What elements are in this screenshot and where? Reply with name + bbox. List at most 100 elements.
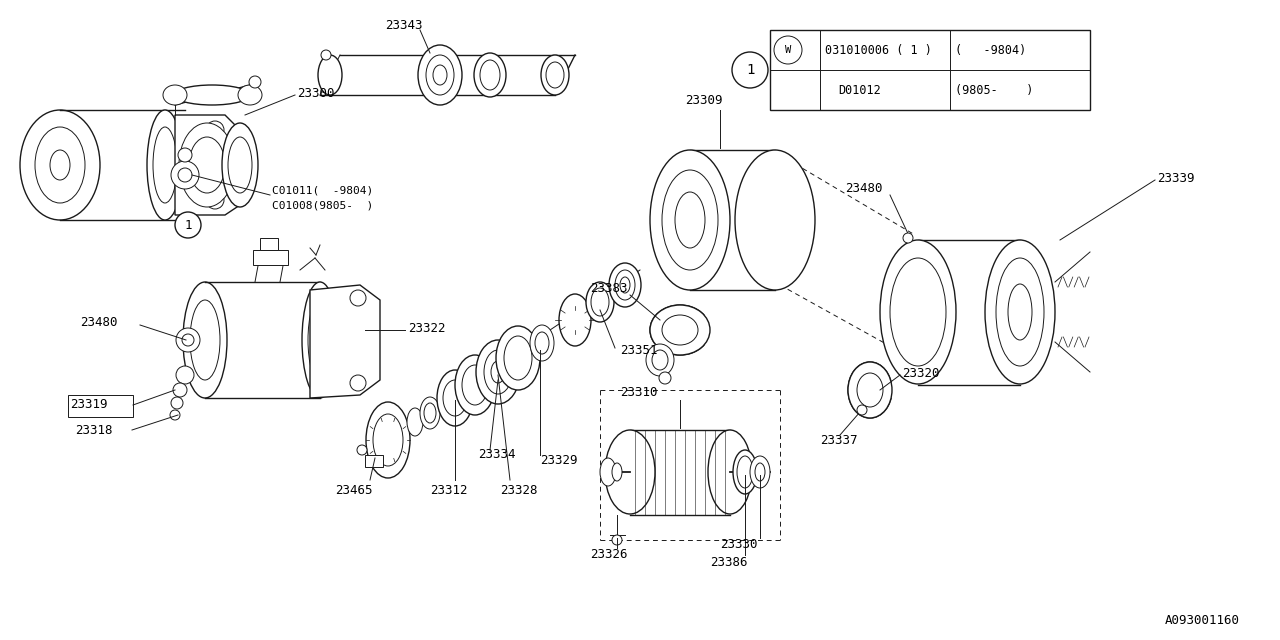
Ellipse shape	[317, 55, 342, 95]
Ellipse shape	[174, 85, 250, 105]
Ellipse shape	[163, 85, 187, 105]
Text: C01011(  -9804): C01011( -9804)	[273, 185, 374, 195]
Circle shape	[206, 121, 224, 139]
Bar	[260, 238, 278, 250]
Circle shape	[175, 212, 201, 238]
Text: 1: 1	[184, 218, 192, 232]
Circle shape	[170, 410, 180, 420]
Text: 1: 1	[746, 63, 754, 77]
Text: (   -9804): ( -9804)	[955, 44, 1027, 56]
Ellipse shape	[605, 430, 655, 514]
Text: 23480: 23480	[845, 182, 882, 195]
Ellipse shape	[308, 298, 332, 382]
Text: 23334: 23334	[477, 449, 516, 461]
Ellipse shape	[179, 123, 236, 207]
Bar	[771, 30, 1091, 110]
Circle shape	[177, 328, 200, 352]
Text: 23328: 23328	[500, 483, 538, 497]
Ellipse shape	[189, 137, 225, 193]
Ellipse shape	[614, 270, 635, 300]
Polygon shape	[310, 285, 380, 398]
Ellipse shape	[662, 170, 718, 270]
Ellipse shape	[986, 240, 1055, 384]
Ellipse shape	[530, 325, 554, 361]
Ellipse shape	[646, 344, 675, 376]
Ellipse shape	[733, 450, 756, 494]
Circle shape	[732, 52, 768, 88]
Ellipse shape	[183, 282, 227, 398]
Text: 23351: 23351	[620, 344, 658, 356]
Circle shape	[357, 445, 367, 455]
Ellipse shape	[620, 277, 630, 293]
Ellipse shape	[1009, 284, 1032, 340]
Ellipse shape	[541, 55, 570, 95]
Ellipse shape	[750, 456, 771, 488]
Circle shape	[173, 383, 187, 397]
Ellipse shape	[547, 62, 564, 88]
Text: 23480: 23480	[81, 316, 118, 328]
Ellipse shape	[443, 380, 467, 416]
Circle shape	[206, 191, 224, 209]
Ellipse shape	[535, 332, 549, 354]
Ellipse shape	[20, 110, 100, 220]
Ellipse shape	[737, 456, 753, 488]
Circle shape	[177, 366, 195, 384]
Text: 23319: 23319	[70, 399, 108, 412]
Ellipse shape	[858, 373, 883, 407]
Ellipse shape	[462, 365, 488, 405]
Ellipse shape	[50, 150, 70, 180]
Bar	[68, 395, 133, 417]
Text: 23318: 23318	[76, 424, 113, 436]
Text: 23339: 23339	[1157, 172, 1194, 184]
Ellipse shape	[650, 150, 730, 290]
Ellipse shape	[755, 463, 765, 481]
Ellipse shape	[652, 350, 668, 370]
Ellipse shape	[426, 55, 454, 95]
Circle shape	[172, 161, 198, 189]
Ellipse shape	[849, 362, 892, 418]
Ellipse shape	[419, 45, 462, 105]
Text: 23322: 23322	[408, 321, 445, 335]
Circle shape	[902, 233, 913, 243]
Ellipse shape	[492, 361, 506, 383]
Ellipse shape	[586, 282, 614, 322]
Text: 23309: 23309	[685, 93, 722, 106]
Ellipse shape	[420, 397, 440, 429]
Text: D01012: D01012	[838, 83, 881, 97]
Ellipse shape	[480, 60, 500, 90]
Ellipse shape	[650, 305, 710, 355]
Ellipse shape	[735, 150, 815, 290]
Ellipse shape	[612, 463, 622, 481]
Bar	[365, 455, 383, 467]
Text: 23383: 23383	[590, 282, 627, 294]
Text: 23465: 23465	[335, 483, 372, 497]
Text: 23312: 23312	[430, 483, 467, 497]
Ellipse shape	[504, 336, 532, 380]
Text: 23300: 23300	[297, 86, 334, 99]
Ellipse shape	[881, 240, 956, 384]
Ellipse shape	[147, 110, 183, 220]
Ellipse shape	[238, 85, 262, 105]
Text: 23329: 23329	[540, 454, 577, 467]
Text: C01008(9805-  ): C01008(9805- )	[273, 200, 374, 210]
Ellipse shape	[600, 458, 616, 486]
Text: 23320: 23320	[902, 367, 940, 380]
Circle shape	[349, 375, 366, 391]
Ellipse shape	[890, 258, 946, 366]
Ellipse shape	[591, 288, 609, 316]
Ellipse shape	[372, 414, 403, 466]
Text: 23326: 23326	[590, 548, 627, 561]
Ellipse shape	[424, 403, 436, 423]
Polygon shape	[175, 115, 241, 215]
Text: (9805-    ): (9805- )	[955, 83, 1033, 97]
Circle shape	[172, 397, 183, 409]
Text: W: W	[785, 45, 791, 55]
Ellipse shape	[476, 340, 520, 404]
Ellipse shape	[433, 65, 447, 85]
Circle shape	[321, 50, 332, 60]
Ellipse shape	[675, 192, 705, 248]
Circle shape	[659, 372, 671, 384]
Ellipse shape	[302, 282, 338, 398]
Ellipse shape	[996, 258, 1044, 366]
Ellipse shape	[484, 350, 512, 394]
